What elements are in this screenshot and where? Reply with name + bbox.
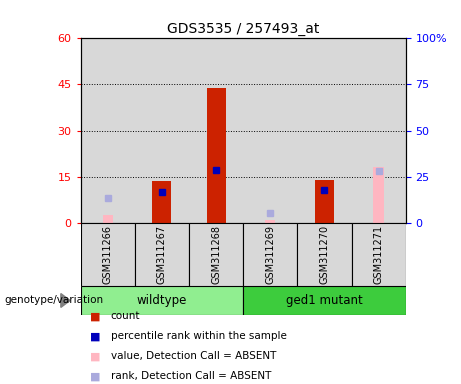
Text: value, Detection Call = ABSENT: value, Detection Call = ABSENT [111, 351, 276, 361]
Bar [102, 215, 113, 223]
Bar [265, 220, 276, 223]
Title: GDS3535 / 257493_at: GDS3535 / 257493_at [167, 22, 319, 36]
Bar [189, 223, 243, 286]
Text: ■: ■ [90, 311, 100, 321]
Text: GSM311266: GSM311266 [103, 225, 113, 284]
Bar [207, 88, 225, 223]
Text: ■: ■ [90, 331, 100, 341]
Bar [315, 180, 334, 223]
Bar [81, 286, 243, 315]
Text: GSM311267: GSM311267 [157, 225, 167, 284]
Text: percentile rank within the sample: percentile rank within the sample [111, 331, 287, 341]
Text: wildtype: wildtype [137, 294, 187, 307]
Text: GSM311269: GSM311269 [265, 225, 275, 284]
Bar [135, 223, 189, 286]
Bar [243, 223, 297, 286]
Bar [297, 223, 352, 286]
Bar [352, 223, 406, 286]
Bar [373, 167, 384, 223]
Text: ■: ■ [90, 351, 100, 361]
Text: GSM311268: GSM311268 [211, 225, 221, 284]
Bar [153, 181, 171, 223]
Text: GSM311271: GSM311271 [373, 225, 384, 284]
Text: genotype/variation: genotype/variation [5, 295, 104, 306]
Text: GSM311270: GSM311270 [319, 225, 330, 284]
Text: ■: ■ [90, 371, 100, 381]
Bar [243, 286, 406, 315]
Text: ged1 mutant: ged1 mutant [286, 294, 363, 307]
Text: rank, Detection Call = ABSENT: rank, Detection Call = ABSENT [111, 371, 271, 381]
Text: count: count [111, 311, 140, 321]
Bar [81, 223, 135, 286]
Polygon shape [61, 294, 70, 307]
